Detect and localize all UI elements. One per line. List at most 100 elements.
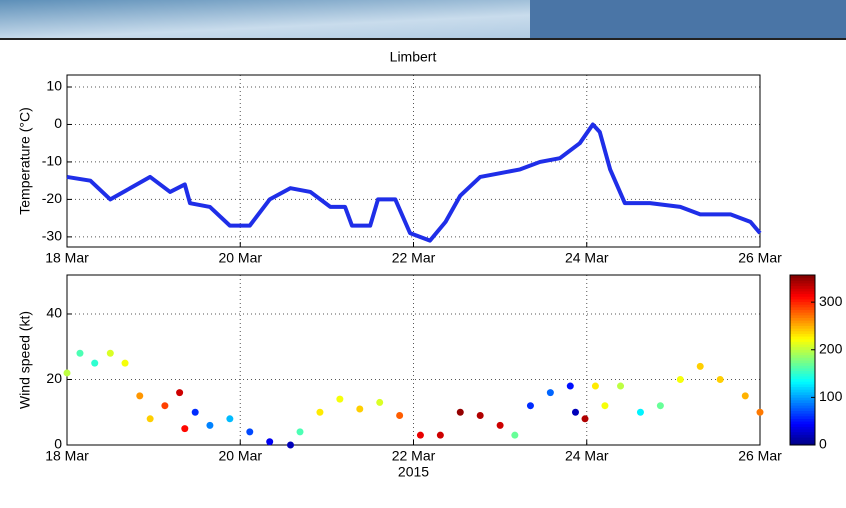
colorbar-cell — [790, 285, 815, 289]
colorbar-cell — [790, 338, 815, 342]
y-tick-label: 0 — [54, 436, 62, 452]
colorbar-cell — [790, 370, 815, 374]
y-axis-label: Temperature (°C) — [17, 107, 33, 215]
colorbar-cell — [790, 314, 815, 318]
colorbar-cell — [790, 407, 815, 411]
chart-title: Limbert — [390, 49, 437, 65]
data-point — [356, 405, 364, 413]
data-point — [106, 349, 114, 357]
data-point — [656, 402, 664, 410]
y-tick-label: 20 — [46, 370, 62, 386]
data-point — [716, 375, 724, 383]
colorbar-cell — [790, 346, 815, 350]
colorbar-tick-label: 0 — [819, 436, 827, 452]
data-point — [91, 359, 99, 367]
y-tick-label: 40 — [46, 305, 62, 321]
colorbar-cell — [790, 349, 815, 353]
data-point — [476, 412, 484, 420]
axes-box — [66, 274, 761, 446]
colorbar-cell — [790, 389, 815, 393]
data-point — [121, 359, 129, 367]
colorbar-cell — [790, 383, 815, 388]
data-point — [436, 431, 444, 439]
colorbar-cell — [790, 367, 815, 372]
data-point — [526, 402, 534, 410]
colorbar-cell — [790, 312, 815, 316]
data-point — [676, 375, 684, 383]
colorbar-cell — [790, 413, 815, 417]
colorbar-cell — [790, 309, 815, 313]
colorbar-tick-label: 200 — [819, 340, 843, 356]
colorbar-cell — [790, 402, 815, 406]
colorbar-tick-label: 100 — [819, 388, 843, 404]
data-point — [246, 428, 254, 436]
colorbar-cell — [790, 397, 815, 401]
colorbar-cell — [790, 317, 815, 321]
colorbar-cell — [790, 421, 815, 425]
banner-panel — [530, 0, 846, 40]
colorbar-cell — [790, 296, 815, 300]
colorbar-cell — [790, 410, 815, 414]
colorbar-cell — [790, 362, 815, 366]
y-tick-label: 0 — [54, 115, 62, 131]
colorbar-cell — [790, 322, 815, 326]
x-tick-label: 26 Mar — [738, 250, 782, 266]
data-point — [591, 382, 599, 390]
colorbar-cell — [790, 437, 815, 441]
data-point — [76, 349, 84, 357]
data-point — [266, 438, 274, 446]
colorbar-cell — [790, 394, 815, 398]
y-tick-label: -10 — [42, 153, 62, 169]
data-point — [191, 408, 199, 416]
colorbar-cell — [790, 320, 815, 324]
data-point — [601, 402, 609, 410]
data-point — [617, 382, 625, 390]
x-axis-label: 2015 — [398, 464, 429, 480]
data-point — [396, 412, 404, 420]
colorbar-cell — [790, 429, 815, 433]
colorbar-cell — [790, 293, 815, 297]
data-point — [136, 392, 144, 400]
data-point — [546, 389, 554, 397]
colorbar-cell — [790, 282, 815, 287]
colorbar-cell — [790, 439, 815, 443]
x-tick-label: 20 Mar — [218, 250, 262, 266]
data-point — [336, 395, 344, 403]
data-point — [176, 389, 184, 397]
colorbar-cell — [790, 352, 815, 356]
colorbar-cell — [790, 298, 815, 303]
x-tick-label: 22 Mar — [392, 448, 436, 464]
colorbar-tick-label: 300 — [819, 293, 843, 309]
colorbar-cell — [790, 431, 815, 435]
data-point — [181, 425, 189, 433]
colorbar-cell — [790, 330, 815, 334]
data-point — [566, 382, 574, 390]
colorbar-cell — [790, 423, 815, 427]
data-point — [286, 441, 294, 449]
colorbar-cell — [790, 277, 815, 281]
colorbar-cell — [790, 328, 815, 332]
colorbar-cell — [790, 354, 815, 358]
colorbar-cell — [790, 386, 815, 390]
data-point — [571, 408, 579, 416]
temperature-line — [66, 122, 762, 243]
data-point — [146, 415, 154, 423]
y-axis-label: Wind speed (kt) — [17, 311, 33, 409]
y-tick-label: 10 — [46, 78, 62, 94]
data-point — [741, 392, 749, 400]
data-point — [581, 415, 589, 423]
colorbar-cell — [790, 301, 815, 305]
x-tick-label: 20 Mar — [218, 448, 262, 464]
colorbar-cell — [790, 275, 815, 279]
colorbar-cell — [790, 373, 815, 377]
axes-box — [66, 74, 761, 248]
figure-panel — [0, 38, 846, 503]
data-point — [226, 415, 234, 423]
colorbar-cell — [790, 426, 815, 430]
colorbar-cell — [790, 418, 815, 422]
data-point — [456, 408, 464, 416]
colorbar-cell — [790, 381, 815, 385]
colorbar-cell — [790, 391, 815, 396]
y-tick-label: -30 — [42, 228, 62, 244]
x-tick-label: 18 Mar — [45, 250, 89, 266]
